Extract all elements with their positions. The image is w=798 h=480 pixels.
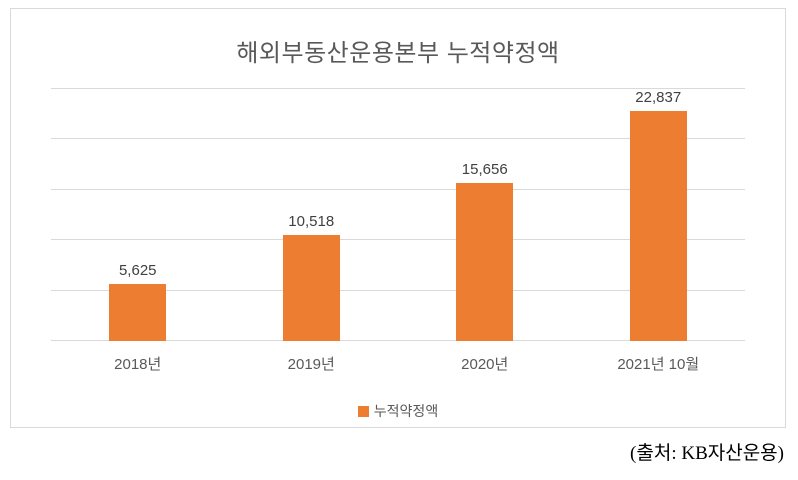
- category-label: 2018년: [114, 356, 162, 373]
- bar-group: 22,837: [572, 89, 746, 341]
- gridline: [51, 289, 745, 291]
- chart-container: 해외부동산운용본부 누적약정액 5,625 10,518 15,656 22,837 …: [10, 8, 786, 428]
- bars-row: 5,625 10,518 15,656 22,837: [51, 89, 745, 341]
- category-label: 2021년 10월: [617, 356, 700, 373]
- gridline: [51, 188, 745, 190]
- gridline: [51, 340, 745, 341]
- categories-row: 2018년 2019년 2020년 2021년 10월: [51, 353, 745, 374]
- bar-value-label: 5,625: [118, 262, 157, 280]
- bar-value-label: 15,656: [461, 161, 508, 179]
- bar: [282, 234, 340, 341]
- gridline: [51, 138, 745, 140]
- source-note: (출처: KB자산운용): [630, 443, 784, 464]
- gridline: [51, 88, 745, 89]
- legend-label: 누적약정액: [373, 403, 439, 419]
- bar-value-label: 10,518: [288, 212, 335, 230]
- bar-group: 10,518: [225, 89, 399, 341]
- bar-group: 5,625: [51, 89, 225, 341]
- category-label: 2020년: [461, 356, 509, 373]
- category-label: 2019년: [287, 356, 335, 373]
- bar: [629, 111, 687, 341]
- gridline: [51, 239, 745, 241]
- bar-group: 15,656: [398, 89, 572, 341]
- legend-swatch-icon: [357, 405, 369, 417]
- plot-area: 5,625 10,518 15,656 22,837: [51, 88, 745, 341]
- bar: [109, 284, 167, 341]
- gridlines: [51, 88, 745, 341]
- bar: [456, 183, 514, 341]
- chart-title: 해외부동산운용본부 누적약정액: [236, 40, 560, 67]
- legend: 누적약정액: [11, 401, 785, 421]
- bar-value-label: 22,837: [635, 89, 682, 106]
